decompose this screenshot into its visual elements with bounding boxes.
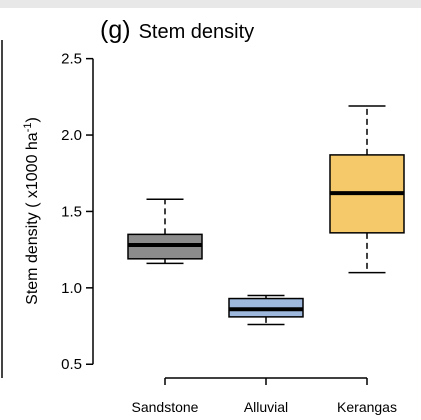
y-tick-label: 0.5	[61, 356, 82, 373]
title-text: Stem density	[139, 21, 255, 43]
x-tick-label: Alluvial	[244, 399, 288, 415]
chart-title: (g) Stem density	[100, 16, 254, 44]
x-tick-label: Sandstone	[132, 399, 199, 415]
y-tick-label: 2.0	[61, 127, 82, 144]
y-axis-label: Stem density ( x1000 ha-1)	[22, 117, 41, 305]
title-prefix: (g)	[100, 16, 131, 44]
x-tick-label: Kerangas	[337, 399, 397, 415]
y-tick-label: 1.5	[61, 203, 82, 220]
top-strip	[0, 0, 421, 8]
y-label-sup: -1	[22, 123, 34, 133]
y-tick-label: 2.5	[61, 51, 82, 68]
y-tick-label: 1.0	[61, 280, 82, 297]
y-label-end: )	[24, 117, 41, 122]
y-label-text: Stem density ( x1000 ha	[24, 132, 41, 305]
